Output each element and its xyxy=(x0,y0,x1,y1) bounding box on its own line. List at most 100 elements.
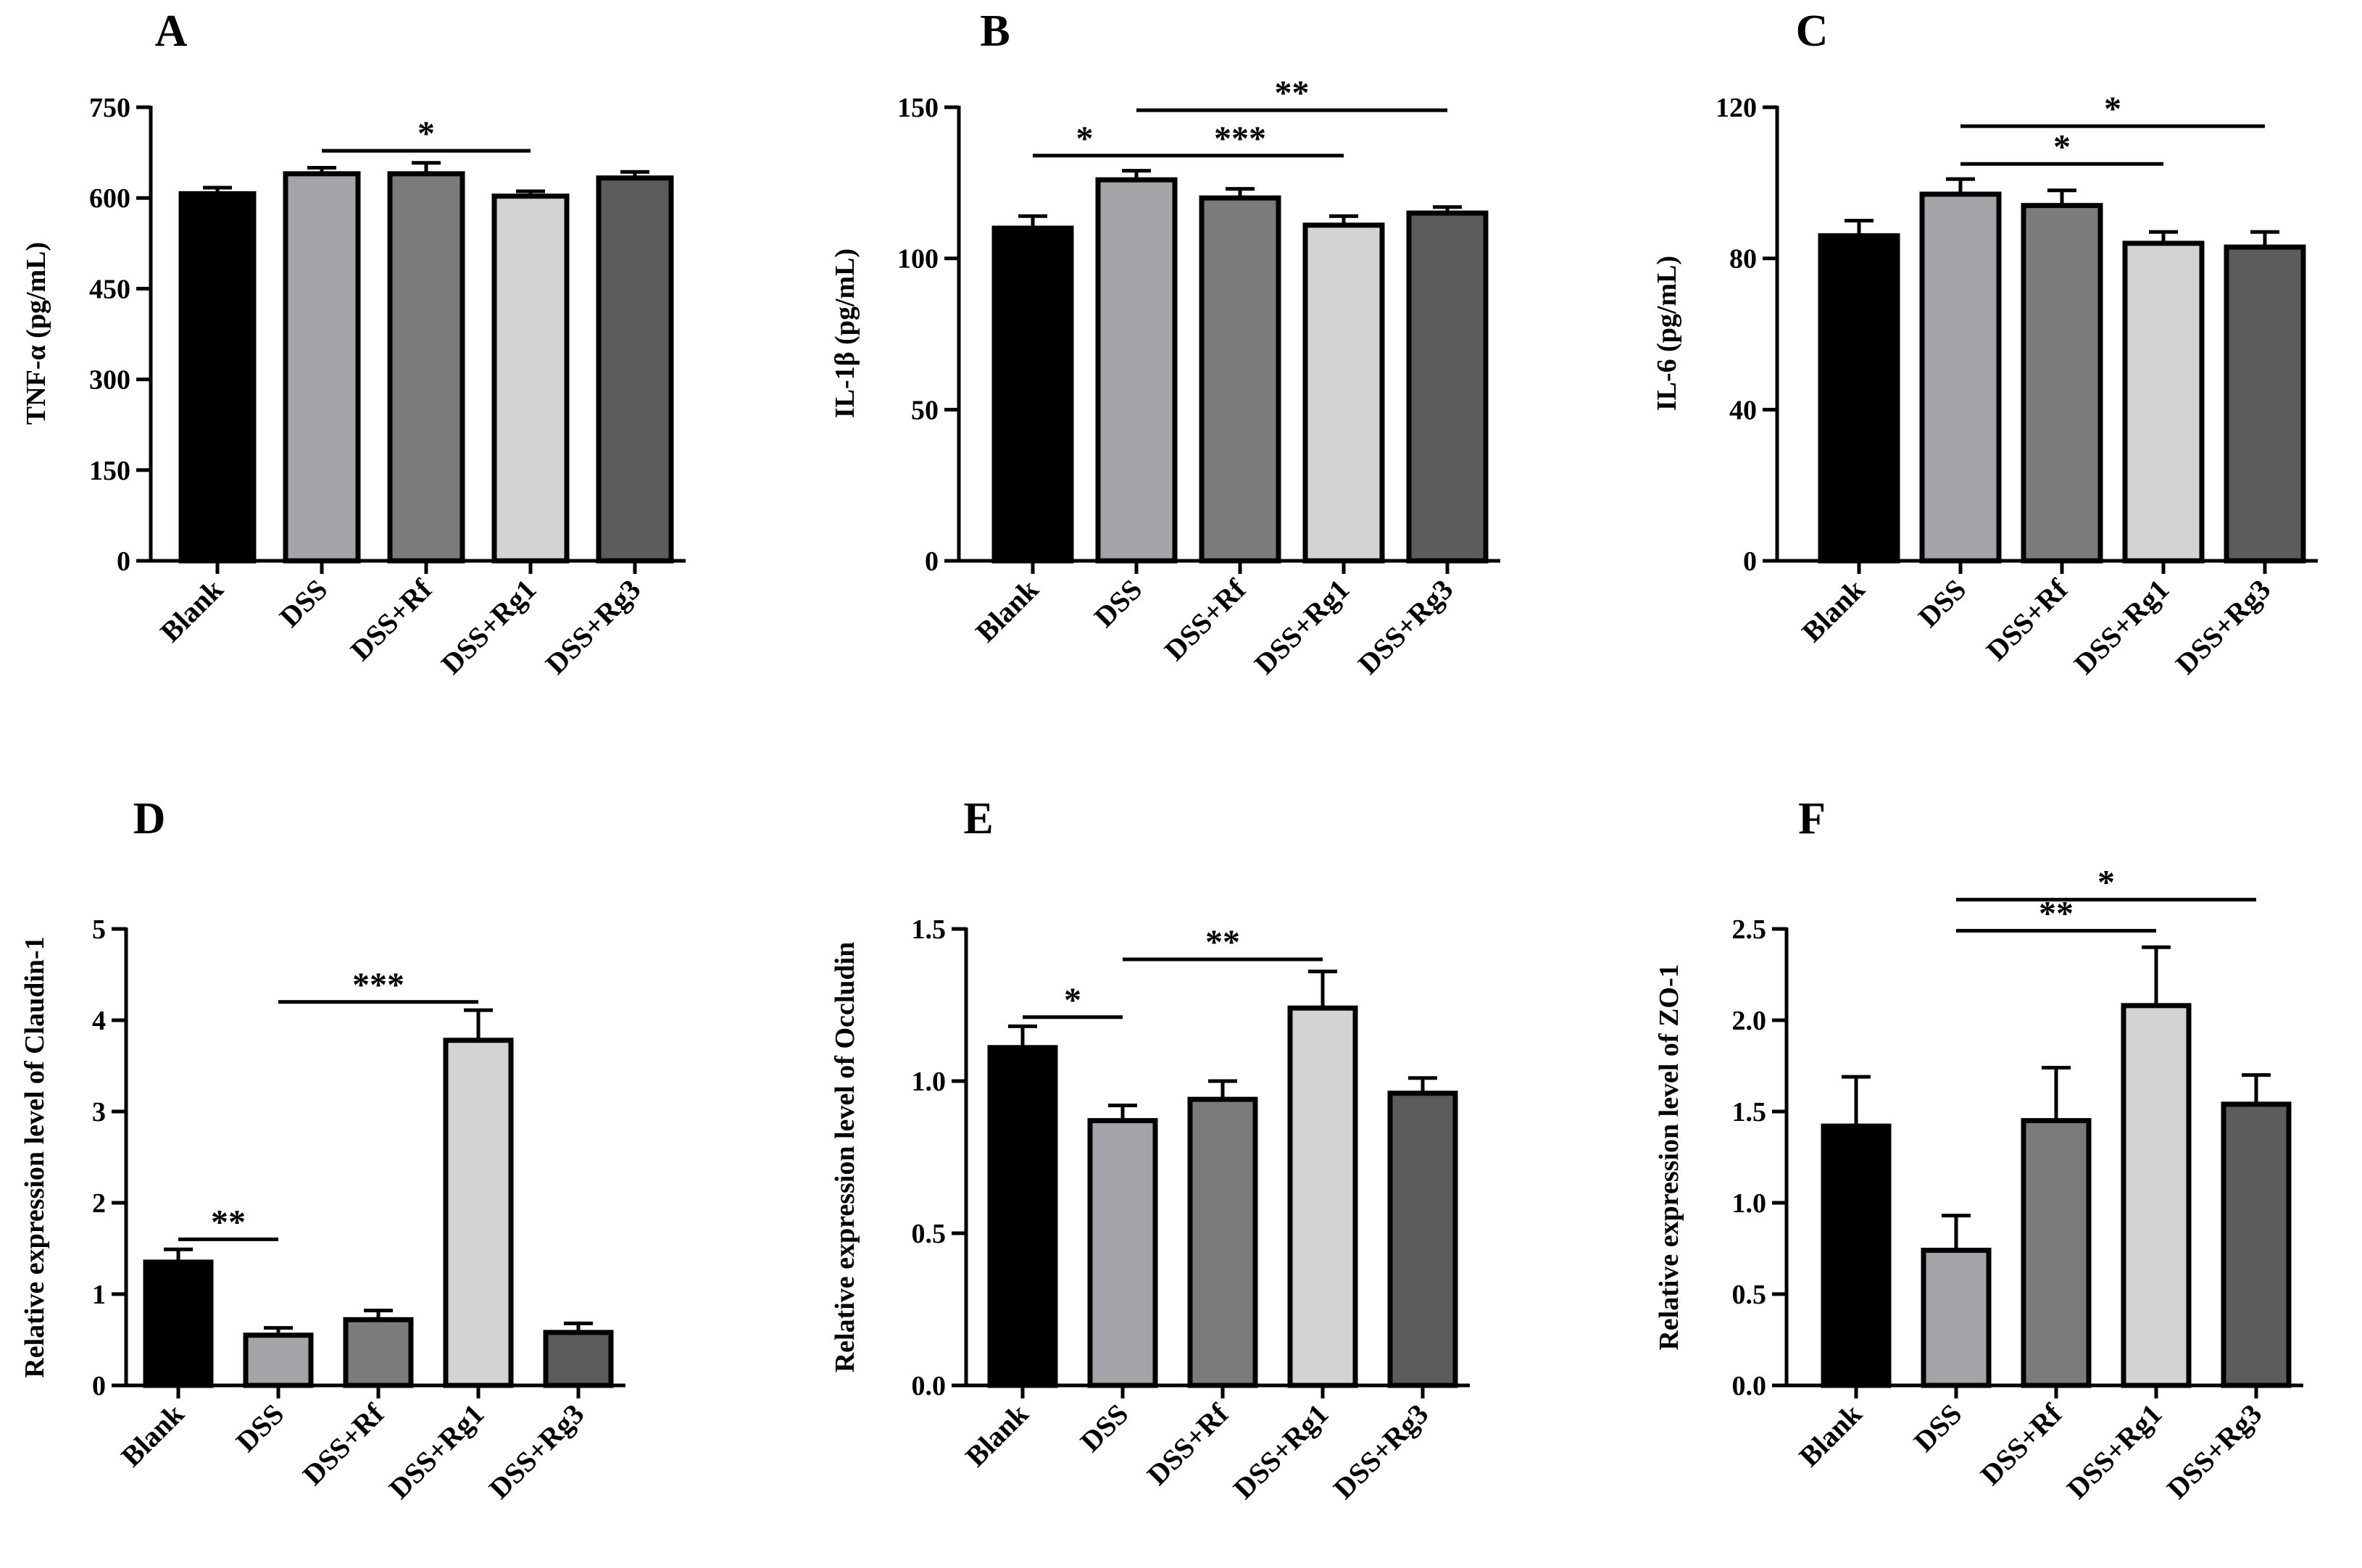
x-tick-label: Blank xyxy=(959,1397,1035,1473)
panel-d: D Relative expression level of Claudin-1 B… xyxy=(20,794,625,1505)
x-tick-label: DSS+Rg3 xyxy=(539,573,647,681)
panel-e: E Relative expression level of Occludin Bl… xyxy=(830,794,1470,1505)
y-tick-label: 5 xyxy=(92,914,106,945)
x-tick-label: DSS xyxy=(1912,573,1973,634)
panel-label: C xyxy=(1796,7,1829,56)
x-tick-label: DSS+Rg1 xyxy=(1248,573,1356,681)
bar-dss xyxy=(1095,177,1178,564)
y-tick-label: 50 xyxy=(911,395,939,425)
y-axis-title: TNF-α (pg/mL) xyxy=(21,242,51,425)
bar-dss xyxy=(283,171,361,564)
x-tick-label: Blank xyxy=(115,1397,191,1473)
bar-dss xyxy=(243,1333,314,1388)
x-tick-label: DSS xyxy=(1908,1398,1968,1459)
y-tick-label: 0.5 xyxy=(912,1219,947,1249)
y-tick-label: 3 xyxy=(92,1097,106,1127)
significance-marker: *** xyxy=(1214,120,1266,158)
x-tick-label: DSS+Rf xyxy=(1974,1397,2068,1491)
x-tick-label: DSS+Rf xyxy=(296,1397,391,1491)
bar-dss-rg3 xyxy=(2224,244,2306,564)
y-tick-label: 750 xyxy=(89,93,130,123)
y-tick-label: 150 xyxy=(897,93,939,123)
bar-blank xyxy=(987,1045,1058,1388)
bar-dss-rf xyxy=(2021,203,2103,564)
significance-marker: * xyxy=(2104,90,2121,128)
bar-dss-rg1 xyxy=(491,193,570,564)
x-tick-label: DSS+Rg1 xyxy=(2060,1398,2168,1506)
bar-dss-rf xyxy=(387,171,465,564)
bar-dss-rg1 xyxy=(1287,1005,1358,1388)
y-tick-label: 1.5 xyxy=(912,914,947,945)
bar-dss-rf xyxy=(1199,195,1281,564)
bar-dss-rg3 xyxy=(596,175,674,564)
x-tick-label: DSS+Rg3 xyxy=(2169,573,2277,681)
bar-blank xyxy=(991,225,1074,564)
x-tick-label: Blank xyxy=(1795,572,1871,649)
x-tick-label: DSS+Rg3 xyxy=(1327,1398,1435,1506)
x-tick-label: DSS xyxy=(273,573,334,634)
x-tick-label: DSS+Rf xyxy=(344,572,438,667)
panel-c: C IL-6 (pg/mL) Blank DSS DSS+RfDSS+Rg1DSS+Rg… xyxy=(1652,7,2318,680)
x-tick-label: DSS xyxy=(230,1398,291,1459)
y-tick-label: 120 xyxy=(1716,93,1757,123)
bar-dss-rg3 xyxy=(1406,210,1489,564)
bar-dss-rf xyxy=(2021,1118,2092,1388)
panel-b: B IL-1β (pg/mL) Blank DSS DSS+RfDSS+Rg1DSS+R… xyxy=(830,7,1500,680)
bar-dss-rg3 xyxy=(543,1330,614,1388)
y-tick-label: 1.0 xyxy=(1732,1188,1767,1219)
y-tick-label: 1 xyxy=(92,1280,106,1310)
bar-blank xyxy=(1821,1123,1892,1388)
y-tick-label: 0 xyxy=(117,546,130,577)
panel-label: E xyxy=(963,794,993,843)
bar-dss-rg1 xyxy=(2122,241,2205,564)
x-tick-label: DSS+Rg1 xyxy=(1227,1398,1335,1506)
y-tick-label: 2 xyxy=(92,1188,106,1219)
y-axis-title: Relative expression level of Occludin xyxy=(830,942,860,1373)
bar-dss-rf xyxy=(1187,1096,1258,1388)
y-axis-title: Relative expression level of ZO-1 xyxy=(1654,964,1684,1350)
x-tick-label: Blank xyxy=(1792,1397,1868,1473)
y-tick-label: 1.5 xyxy=(1732,1097,1767,1127)
x-tick-label: DSS xyxy=(1074,1398,1135,1459)
significance-marker: ** xyxy=(211,1203,246,1241)
y-tick-label: 4 xyxy=(92,1006,106,1036)
x-tick-label: DSS+Rf xyxy=(1980,572,2074,667)
panel-label: D xyxy=(133,794,166,843)
y-tick-label: 0.0 xyxy=(912,1371,947,1401)
x-tick-label: Blank xyxy=(154,572,230,649)
x-tick-label: DSS xyxy=(1088,573,1149,634)
x-tick-label: DSS+Rf xyxy=(1158,572,1252,667)
y-tick-label: 0 xyxy=(925,546,939,577)
panel-f: F Relative expression level of ZO-1 Blank D… xyxy=(1654,794,2303,1505)
bar-dss xyxy=(1921,1248,1992,1388)
y-axis-title: IL-6 (pg/mL) xyxy=(1652,256,1682,411)
panel-label: F xyxy=(1798,794,1826,843)
y-tick-label: 2.5 xyxy=(1732,914,1767,945)
y-tick-label: 0 xyxy=(1743,546,1757,577)
x-tick-label: Blank xyxy=(969,572,1045,649)
significance-marker: ** xyxy=(1275,74,1310,112)
bar-dss-rg3 xyxy=(2221,1101,2292,1388)
y-axis-title: Relative expression level of Claudin-1 xyxy=(20,936,50,1377)
bar-dss-rg3 xyxy=(1387,1090,1458,1388)
y-tick-label: 600 xyxy=(89,183,130,214)
bar-dss xyxy=(1087,1118,1158,1388)
significance-marker: * xyxy=(1076,120,1094,158)
y-tick-label: 100 xyxy=(897,244,939,275)
bar-blank xyxy=(178,191,257,564)
bar-blank xyxy=(1818,233,1900,564)
x-tick-label: DSS+Rg1 xyxy=(383,1398,491,1506)
bar-dss-rf xyxy=(343,1317,414,1388)
y-tick-label: 80 xyxy=(1729,244,1757,275)
y-tick-label: 0.0 xyxy=(1732,1371,1767,1401)
x-tick-label: DSS+Rg3 xyxy=(2161,1398,2269,1506)
bar-dss-rg1 xyxy=(1302,222,1385,564)
x-tick-label: DSS+Rg3 xyxy=(1352,573,1460,681)
y-tick-label: 1.0 xyxy=(912,1067,947,1097)
significance-marker: *** xyxy=(352,966,404,1004)
y-tick-label: 0.5 xyxy=(1732,1280,1767,1310)
y-axis-title: IL-1β (pg/mL) xyxy=(830,249,860,418)
y-tick-label: 150 xyxy=(89,456,130,486)
